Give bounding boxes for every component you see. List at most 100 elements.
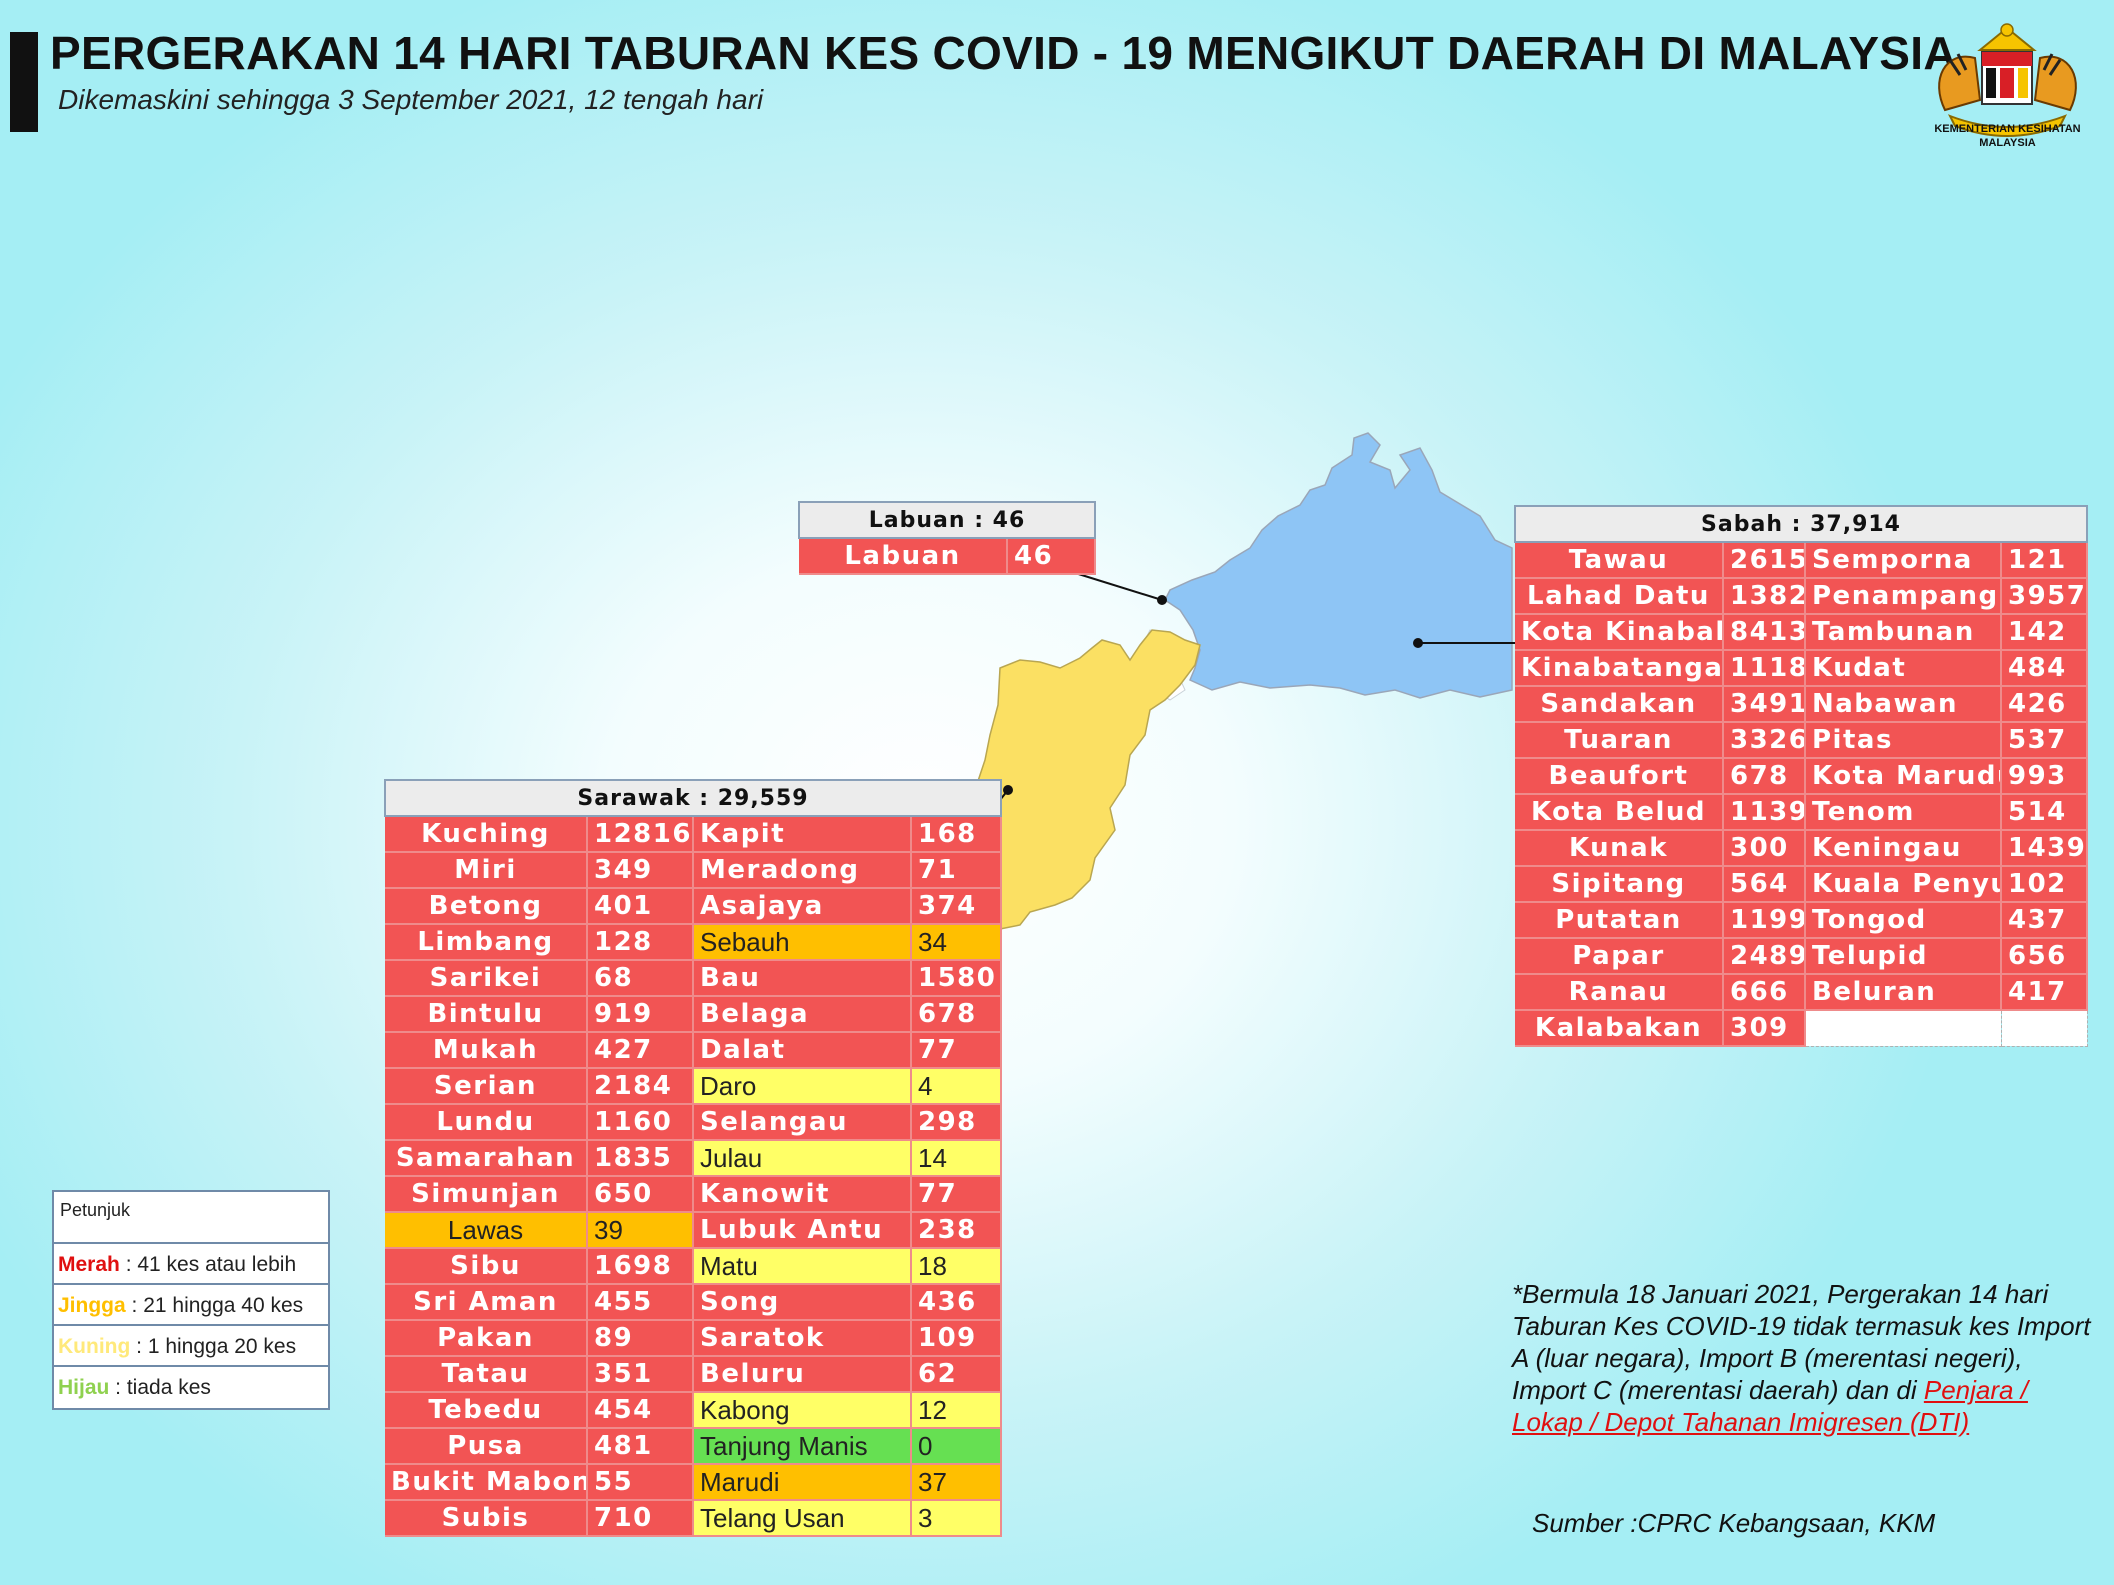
title-accent-bar — [10, 32, 38, 132]
district-name: Lahad Datu — [1515, 578, 1724, 615]
footnote-link[interactable]: Penjara / Lokap / Depot Tahanan Imigrese… — [1512, 1375, 2028, 1437]
district-name: Kuala Penyu — [1805, 866, 2002, 903]
case-count: 1698 — [587, 1248, 694, 1285]
district-name: Bau — [693, 960, 912, 997]
sarawak-header: Sarawak : 29,559 — [383, 779, 1003, 817]
table-row: Putatan 1199 Tongod 437 — [1515, 902, 2089, 939]
district-name: Limbang — [385, 924, 588, 961]
district-name: Daro — [693, 1068, 912, 1105]
district-name: Ranau — [1515, 974, 1724, 1011]
table-row: Simunjan 650 Kanowit 77 — [385, 1176, 1003, 1213]
district-name: Pitas — [1805, 722, 2002, 759]
case-count: 37 — [911, 1464, 1003, 1501]
table-row: Limbang 128 Sebauh 34 — [385, 924, 1003, 961]
district-name: Kabong — [693, 1392, 912, 1429]
district-name: Telupid — [1805, 938, 2002, 975]
case-count: 650 — [587, 1176, 694, 1213]
table-row: Kuching 12816 Kapit 168 — [385, 816, 1003, 853]
district-name: Labuan — [799, 538, 1008, 575]
district-name: Tambunan — [1805, 614, 2002, 651]
table-row: Mukah 427 Dalat 77 — [385, 1032, 1003, 1069]
case-count: 39 — [587, 1212, 694, 1249]
district-name: Tenom — [1805, 794, 2002, 831]
case-count: 919 — [587, 996, 694, 1033]
case-count: 128 — [587, 924, 694, 961]
district-name: Subis — [385, 1500, 588, 1537]
district-name: Nabawan — [1805, 686, 2002, 723]
district-name: Miri — [385, 852, 588, 889]
case-count: 71 — [911, 852, 1003, 889]
case-count: 309 — [1723, 1010, 1806, 1047]
case-count: 55 — [587, 1464, 694, 1501]
case-count: 374 — [911, 888, 1003, 925]
legend-item-kuning: Kuning : 1 hingga 20 kes — [54, 1326, 328, 1367]
table-row: Papar 2489 Telupid 656 — [1515, 938, 2089, 975]
case-count: 656 — [2001, 938, 2089, 975]
table-row: Tebedu 454 Kabong 12 — [385, 1392, 1003, 1429]
district-name: Sandakan — [1515, 686, 1724, 723]
district-name: Saratok — [693, 1320, 912, 1357]
district-name: Keningau — [1805, 830, 2002, 867]
district-name: Sipitang — [1515, 866, 1724, 903]
case-count: 678 — [1723, 758, 1806, 795]
case-count: 300 — [1723, 830, 1806, 867]
case-count: 514 — [2001, 794, 2089, 831]
district-name: Beaufort — [1515, 758, 1724, 795]
district-name: Lundu — [385, 1104, 588, 1141]
table-row: Sipitang 564 Kuala Penyu 102 — [1515, 866, 2089, 903]
district-name: Pusa — [385, 1428, 588, 1465]
table-row: Kota Kinabalu8413Tambunan142 — [1515, 614, 2089, 651]
district-name: Meradong — [693, 852, 912, 889]
case-count: 238 — [911, 1212, 1003, 1249]
table-row: Betong 401 Asajaya 374 — [385, 888, 1003, 925]
district-name: Simunjan — [385, 1176, 588, 1213]
case-count: 14 — [911, 1140, 1003, 1177]
district-name: Kalabakan — [1515, 1010, 1724, 1047]
case-count: 454 — [587, 1392, 694, 1429]
case-count: 437 — [2001, 902, 2089, 939]
table-row: Bintulu 919 Belaga 678 — [385, 996, 1003, 1033]
empty-cell — [1804, 1009, 2002, 1047]
table-row: Kalabakan 309 — [1515, 1009, 2088, 1047]
district-name: Putatan — [1515, 902, 1724, 939]
district-name: Tongod — [1805, 902, 2002, 939]
case-count: 3326 — [1723, 722, 1806, 759]
district-name: Pakan — [385, 1320, 588, 1357]
district-name: Penampang — [1805, 578, 2002, 615]
case-count: 481 — [587, 1428, 694, 1465]
district-name: Julau — [693, 1140, 912, 1177]
district-name: Samarahan — [385, 1140, 588, 1177]
table-row: Lahad Datu 1382 Penampang 3957 — [1515, 578, 2089, 615]
case-count: 1118 — [1723, 650, 1806, 687]
connector-lines — [999, 571, 1515, 801]
district-name: Marudi — [693, 1464, 912, 1501]
case-count: 678 — [911, 996, 1003, 1033]
district-name: Bintulu — [385, 996, 588, 1033]
district-name: Sebauh — [693, 924, 912, 961]
sarawak-table: Sarawak : 29,559 Kuching 12816 Kapit 168 Mir… — [383, 779, 1003, 1537]
case-count: 417 — [2001, 974, 2089, 1011]
case-count: 0 — [911, 1428, 1003, 1465]
district-name: Kota Marudu — [1805, 758, 2002, 795]
district-name: Sri Aman — [385, 1284, 588, 1321]
district-name: Kudat — [1805, 650, 2002, 687]
table-row: Sandakan 3491 Nabawan 426 — [1515, 686, 2089, 723]
empty-cell — [2000, 1009, 2088, 1047]
case-count: 349 — [587, 852, 694, 889]
case-count: 102 — [2001, 866, 2089, 903]
legend: Petunjuk Merah : 41 kes atau lebih Jingg… — [52, 1190, 330, 1410]
district-name: Papar — [1515, 938, 1724, 975]
sabah-region — [1164, 432, 1513, 699]
table-row: Bukit Mabong55Marudi37 — [385, 1464, 1003, 1501]
case-count: 666 — [1723, 974, 1806, 1011]
case-count: 1835 — [587, 1140, 694, 1177]
case-count: 1382 — [1723, 578, 1806, 615]
case-count: 537 — [2001, 722, 2089, 759]
case-count: 142 — [2001, 614, 2089, 651]
page-subtitle: Dikemaskini sehingga 3 September 2021, 1… — [58, 84, 764, 115]
case-count: 710 — [587, 1500, 694, 1537]
table-row: Sibu 1698 Matu 18 — [385, 1248, 1003, 1285]
district-name: Asajaya — [693, 888, 912, 925]
case-count: 46 — [1007, 538, 1097, 575]
labuan-header: Labuan : 46 — [797, 501, 1097, 539]
